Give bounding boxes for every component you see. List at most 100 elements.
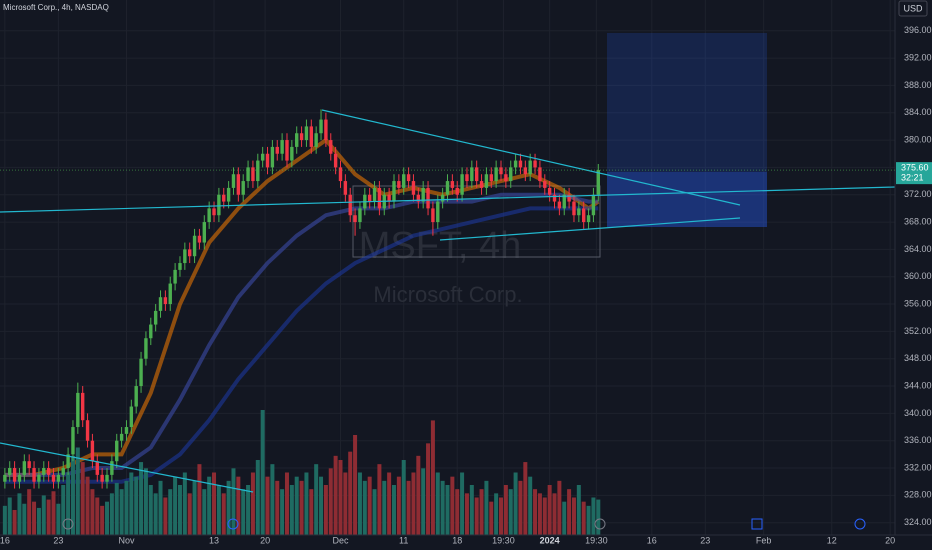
candle-body bbox=[115, 440, 119, 462]
volume-bar bbox=[17, 493, 22, 535]
x-tick-label: 19:30 bbox=[492, 535, 515, 545]
volume-bar bbox=[280, 489, 285, 535]
candle-body bbox=[509, 167, 513, 182]
candle-body bbox=[183, 249, 187, 264]
candle-body bbox=[299, 133, 304, 141]
volume-bar bbox=[450, 476, 455, 535]
candle-body bbox=[562, 194, 566, 209]
volume-bar bbox=[153, 493, 158, 535]
candle-body bbox=[402, 174, 406, 188]
candle-body bbox=[124, 427, 129, 434]
y-tick-label: 392.00 bbox=[904, 52, 932, 62]
volume-bar bbox=[284, 472, 289, 535]
volume-bar bbox=[372, 489, 377, 535]
candle-body bbox=[290, 146, 294, 161]
event-icon[interactable] bbox=[62, 518, 74, 530]
candle-body bbox=[163, 297, 168, 305]
volume-bar bbox=[143, 468, 148, 535]
candle-body bbox=[450, 181, 455, 188]
candle-body bbox=[406, 174, 411, 182]
candle-body bbox=[499, 167, 503, 175]
watermark-name: Microsoft Corp. bbox=[373, 282, 522, 307]
volume-bar bbox=[474, 497, 479, 535]
volume-bar bbox=[382, 480, 387, 535]
volume-bar bbox=[562, 501, 567, 535]
candle-body bbox=[431, 208, 435, 223]
candle-body bbox=[596, 170, 600, 195]
volume-bar bbox=[70, 455, 75, 535]
candle-body bbox=[236, 174, 241, 195]
event-icon[interactable] bbox=[594, 518, 606, 530]
x-tick-label: 11 bbox=[399, 535, 408, 545]
volume-bar bbox=[177, 485, 182, 535]
x-tick-label: 18 bbox=[452, 535, 462, 545]
volume-bar bbox=[32, 501, 37, 535]
volume-bar bbox=[163, 497, 168, 535]
candle-body bbox=[158, 297, 163, 311]
candle-body bbox=[12, 468, 17, 482]
volume-bar bbox=[377, 464, 382, 535]
candle-body bbox=[474, 167, 479, 182]
volume-bar bbox=[36, 507, 41, 535]
volume-bar bbox=[362, 480, 367, 535]
countdown: 32:21 bbox=[901, 173, 924, 183]
trendline bbox=[0, 442, 254, 493]
candle-body bbox=[367, 194, 372, 202]
volume-bar bbox=[586, 505, 591, 535]
volume-bar bbox=[226, 480, 231, 535]
candle-body bbox=[479, 181, 484, 188]
volume-bar bbox=[187, 493, 192, 535]
x-tick-label: 20 bbox=[260, 535, 270, 545]
candle-body bbox=[110, 461, 114, 475]
candle-body bbox=[265, 153, 270, 168]
candle-body bbox=[192, 235, 197, 257]
event-icon[interactable] bbox=[751, 518, 763, 530]
y-tick-label: 352.00 bbox=[904, 326, 932, 336]
candle-body bbox=[460, 174, 464, 195]
y-tick-label: 388.00 bbox=[904, 80, 932, 90]
volume-bar bbox=[445, 485, 450, 535]
volume-bar bbox=[250, 472, 255, 535]
volume-bar bbox=[499, 497, 504, 535]
candle-body bbox=[538, 167, 542, 182]
volume-bar bbox=[596, 499, 601, 535]
volume-bar bbox=[294, 476, 299, 535]
last-price-tag bbox=[896, 162, 932, 185]
y-tick-label: 396.00 bbox=[904, 25, 932, 35]
volume-bar bbox=[182, 472, 187, 535]
volume-bar bbox=[134, 476, 139, 535]
volume-bar bbox=[139, 462, 144, 535]
watermark-symbol: MSFT, 4h bbox=[359, 225, 522, 267]
volume-bar bbox=[416, 455, 421, 535]
candle-body bbox=[222, 194, 226, 202]
candle-body bbox=[372, 187, 377, 202]
candle-body bbox=[90, 440, 95, 462]
candle-body bbox=[314, 133, 318, 147]
event-icon[interactable] bbox=[854, 518, 866, 530]
volume-bar bbox=[304, 472, 309, 535]
candle-body bbox=[416, 194, 421, 202]
volume-bar bbox=[109, 493, 114, 535]
candle-body bbox=[42, 468, 46, 475]
candle-body bbox=[513, 160, 518, 168]
target-zone bbox=[607, 33, 767, 172]
y-tick-label: 348.00 bbox=[904, 353, 932, 363]
currency-box[interactable] bbox=[898, 0, 928, 17]
volume-bar bbox=[348, 451, 353, 535]
volume-bar bbox=[12, 510, 17, 535]
event-icon[interactable] bbox=[227, 518, 239, 530]
volume-bar bbox=[61, 485, 66, 535]
volume-bar bbox=[202, 489, 207, 535]
candle-body bbox=[153, 310, 158, 325]
candle-body bbox=[348, 194, 352, 216]
volume-bar bbox=[231, 468, 236, 535]
x-tick-label: 13 bbox=[209, 535, 219, 545]
volume-bar bbox=[275, 480, 280, 535]
candle-body bbox=[119, 433, 124, 441]
volume-bar bbox=[503, 485, 508, 535]
volume-bar bbox=[7, 497, 12, 535]
volume-bar bbox=[80, 462, 85, 535]
volume-bar bbox=[241, 489, 246, 535]
